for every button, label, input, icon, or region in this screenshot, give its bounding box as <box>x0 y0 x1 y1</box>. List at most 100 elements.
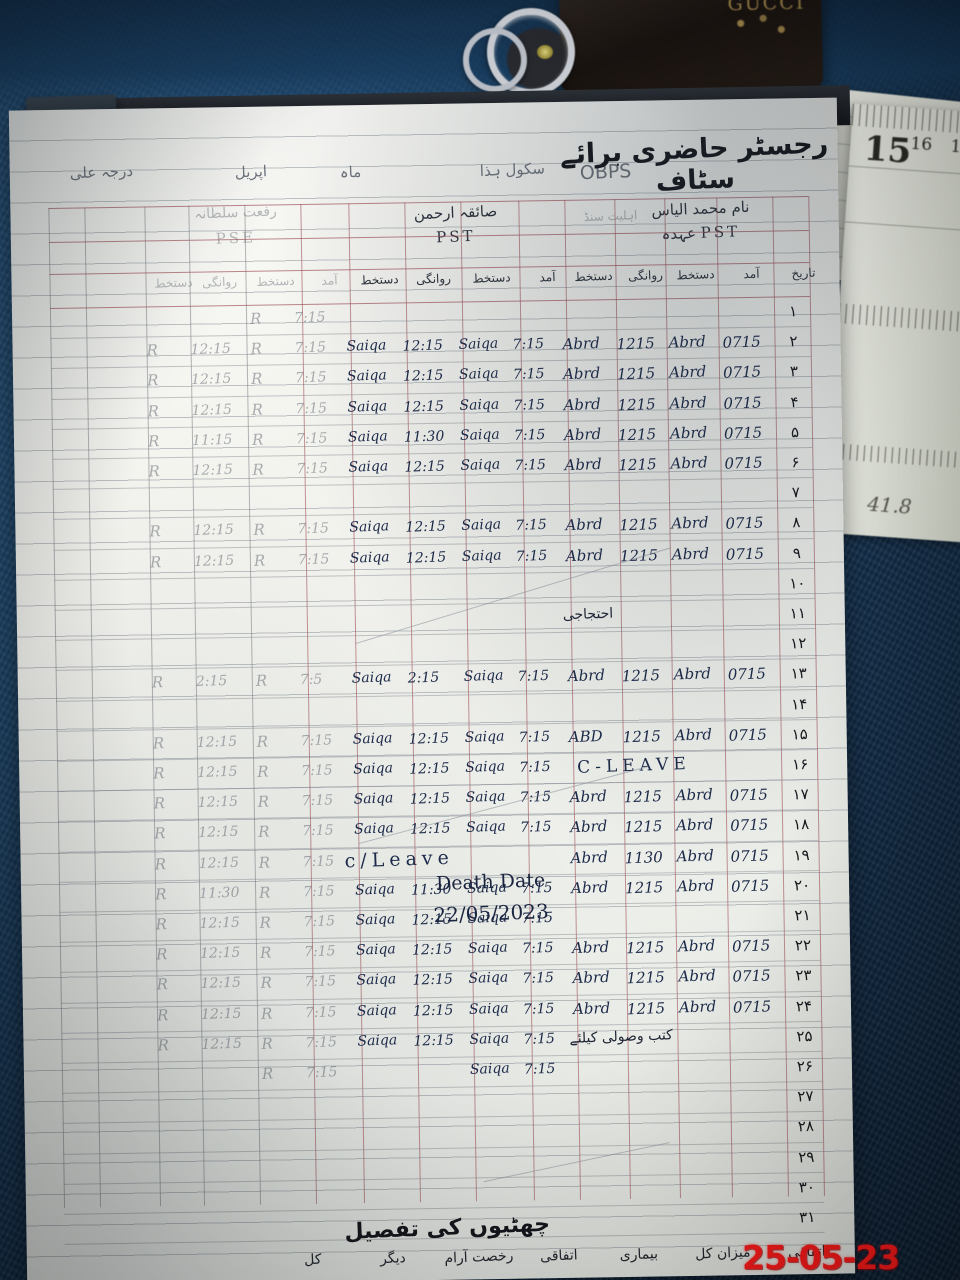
cell-text: Saiqa <box>357 1032 398 1050</box>
cell-text: 7:15 <box>297 550 330 568</box>
month-value: اپریل <box>234 162 268 182</box>
ruler-ticks-mid <box>837 303 960 333</box>
cell-text: 11:30 <box>403 428 445 446</box>
cell-text: ۱۳ <box>790 664 808 683</box>
cell-text: 7:15 <box>514 456 547 474</box>
cell-text: R <box>260 1004 273 1023</box>
cell-text: R <box>259 943 272 963</box>
cell-text: Saiqa <box>459 396 500 414</box>
cell-text: 12:15 <box>196 763 238 782</box>
cell-text: 0715 <box>729 785 769 805</box>
cell-text: 12:15 <box>193 552 235 570</box>
cell-text: Saiqa <box>346 367 388 386</box>
cell-text: R <box>155 945 168 964</box>
cell-text: 7:15 <box>522 970 555 988</box>
cell-text: Abrd <box>674 725 713 745</box>
column-header-10: دستخط <box>256 273 295 290</box>
cell-text: 0715 <box>730 876 770 896</box>
cell-text: Abrd <box>669 392 708 413</box>
cell-text: 1215 <box>622 726 662 747</box>
cell-text: Abrd <box>678 996 717 1017</box>
table-row-line <box>62 1111 823 1125</box>
cell-text: ۲۶ <box>796 1056 814 1076</box>
cell-text: 7:15 <box>301 822 334 840</box>
cell-text: 7:15 <box>295 399 328 417</box>
cell-text: ۱ <box>788 302 798 321</box>
cell-text: Abrd <box>678 966 717 986</box>
column-header-1: آمد <box>743 266 760 282</box>
cell-text: Saiqa <box>461 516 502 535</box>
cell-text: 7:5 <box>299 671 323 689</box>
cell-text: 7:15 <box>305 1034 338 1052</box>
cell-text: 12:15 <box>413 1032 455 1050</box>
column-header-7: روانگی <box>415 271 452 287</box>
cell-text: R <box>149 522 162 541</box>
register-page: OBPS سکول ہذا ماہ اپریل درجہ علی رجسٹر ح… <box>8 97 856 1280</box>
cell-text: 7:15 <box>515 517 548 535</box>
cell-text: 7:15 <box>515 547 548 565</box>
cell-text: 12:15 <box>190 340 232 359</box>
cell-text: 0715 <box>731 936 771 956</box>
cell-text: 7:15 <box>302 883 335 901</box>
cell-text: R <box>257 792 270 812</box>
cell-text: R <box>261 1064 274 1083</box>
cell-text: Abrd <box>670 453 708 473</box>
cell-text: ۲۷ <box>797 1087 814 1106</box>
cell-text: R <box>152 764 165 783</box>
cell-text: Saiqa <box>356 1001 397 1020</box>
keychain-fob: GUCCI <box>558 0 824 93</box>
table-row-line <box>63 1171 824 1185</box>
table-row-line <box>56 688 817 702</box>
cell-text: 11:15 <box>191 431 233 449</box>
cell-text: Saiqa <box>459 426 500 444</box>
ruler-side-mark: 41.8 <box>866 491 913 519</box>
cell-text: 0715 <box>723 393 762 413</box>
cell-text: 0715 <box>725 544 765 564</box>
cell-text: 11:30 <box>198 884 240 902</box>
cell-text: ۷ <box>791 483 801 502</box>
cell-text: Saiqa <box>355 911 396 929</box>
cell-text: 1215 <box>626 998 666 1018</box>
cell-text: Abrd <box>570 877 609 897</box>
cell-text: 1215 <box>619 515 658 535</box>
cell-text: 0715 <box>729 815 769 836</box>
cell-text: 12:15 <box>200 975 242 993</box>
footer-column-4: رخصت آرام <box>444 1247 514 1267</box>
cell-text: Abrd <box>562 364 601 384</box>
cell-text: ۳۰ <box>798 1177 816 1197</box>
cell-text: Saiqa <box>469 1060 510 1078</box>
cell-text: 1215 <box>616 364 656 384</box>
cell-text: Abrd <box>571 938 610 958</box>
cell-text: 12:15 <box>192 461 234 480</box>
table-row-line <box>54 567 815 581</box>
cell-text: Saiqa <box>469 1030 510 1048</box>
cell-text: R <box>250 339 263 359</box>
cell-text: Saiqa <box>461 547 502 565</box>
cell-text: Saiqa <box>353 790 394 808</box>
cell-text: ۶ <box>791 453 800 472</box>
cell-text: 1215 <box>617 394 656 415</box>
cell-text: 0715 <box>722 362 762 383</box>
cell-text: ۱۴ <box>790 694 808 714</box>
cell-text: 0715 <box>725 513 764 534</box>
cell-text: Abrd <box>572 968 611 988</box>
cell-text: 7:15 <box>512 366 545 384</box>
cell-text: R <box>157 1035 170 1055</box>
cell-text: R <box>156 975 169 994</box>
cell-text: Saiqa <box>352 760 394 778</box>
cell-text: Abrd <box>563 394 602 414</box>
cell-text: 0715 <box>723 423 763 443</box>
cell-text: R <box>253 551 266 570</box>
cell-text: R <box>259 913 272 932</box>
column-header-5: آمد <box>539 269 556 285</box>
cell-text: 7:15 <box>295 430 328 448</box>
cell-text: Saiqa <box>349 518 390 537</box>
cell-text: Abrd <box>673 664 712 684</box>
cell-text: R <box>255 671 268 691</box>
cell-text: Abrd <box>567 666 606 686</box>
cell-text: R <box>152 733 165 753</box>
column-header-9: آمد <box>321 273 338 288</box>
cell-text: 7:15 <box>512 336 545 354</box>
cell-text: C-LEAVE <box>576 753 692 778</box>
cell-text: Saiqa <box>352 730 393 748</box>
